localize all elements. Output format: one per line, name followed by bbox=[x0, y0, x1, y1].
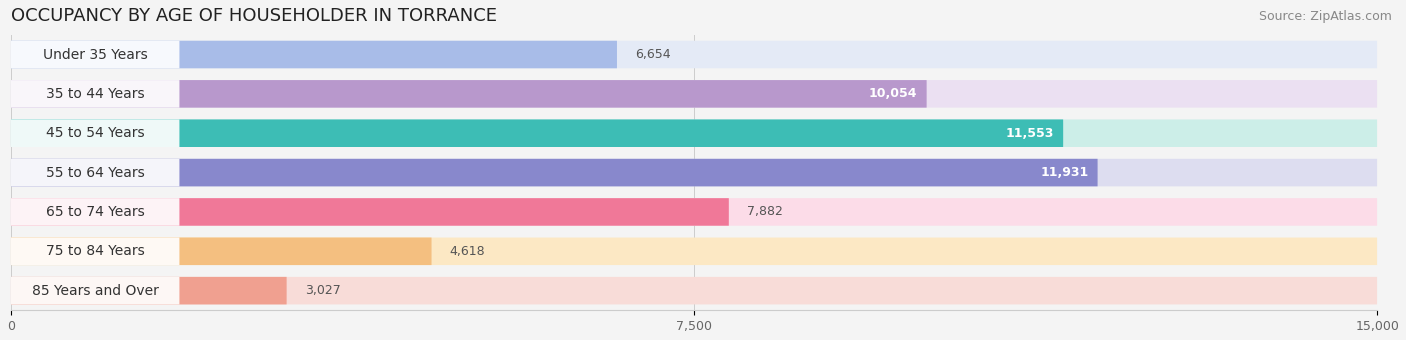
FancyBboxPatch shape bbox=[11, 159, 1098, 186]
Text: 55 to 64 Years: 55 to 64 Years bbox=[46, 166, 145, 180]
FancyBboxPatch shape bbox=[11, 198, 180, 226]
Text: 65 to 74 Years: 65 to 74 Years bbox=[46, 205, 145, 219]
Text: 3,027: 3,027 bbox=[305, 284, 340, 297]
FancyBboxPatch shape bbox=[11, 80, 927, 108]
FancyBboxPatch shape bbox=[11, 41, 1376, 68]
FancyBboxPatch shape bbox=[11, 41, 617, 68]
Text: 4,618: 4,618 bbox=[450, 245, 485, 258]
FancyBboxPatch shape bbox=[11, 80, 1376, 108]
FancyBboxPatch shape bbox=[11, 119, 180, 147]
FancyBboxPatch shape bbox=[11, 198, 728, 226]
FancyBboxPatch shape bbox=[11, 80, 180, 108]
FancyBboxPatch shape bbox=[11, 277, 287, 304]
Text: Source: ZipAtlas.com: Source: ZipAtlas.com bbox=[1258, 10, 1392, 23]
FancyBboxPatch shape bbox=[11, 277, 180, 304]
FancyBboxPatch shape bbox=[11, 238, 1376, 265]
Text: 45 to 54 Years: 45 to 54 Years bbox=[46, 126, 145, 140]
FancyBboxPatch shape bbox=[11, 41, 180, 68]
Text: 11,931: 11,931 bbox=[1040, 166, 1088, 179]
Text: Under 35 Years: Under 35 Years bbox=[42, 48, 148, 62]
FancyBboxPatch shape bbox=[11, 198, 1376, 226]
FancyBboxPatch shape bbox=[11, 119, 1376, 147]
Text: 75 to 84 Years: 75 to 84 Years bbox=[46, 244, 145, 258]
FancyBboxPatch shape bbox=[11, 238, 180, 265]
Text: 85 Years and Over: 85 Years and Over bbox=[32, 284, 159, 298]
Text: 7,882: 7,882 bbox=[747, 205, 783, 218]
Text: OCCUPANCY BY AGE OF HOUSEHOLDER IN TORRANCE: OCCUPANCY BY AGE OF HOUSEHOLDER IN TORRA… bbox=[11, 7, 496, 25]
Text: 35 to 44 Years: 35 to 44 Years bbox=[46, 87, 145, 101]
FancyBboxPatch shape bbox=[11, 277, 1376, 304]
FancyBboxPatch shape bbox=[11, 159, 1376, 186]
Text: 6,654: 6,654 bbox=[636, 48, 671, 61]
Text: 11,553: 11,553 bbox=[1005, 127, 1054, 140]
Text: 10,054: 10,054 bbox=[869, 87, 918, 100]
FancyBboxPatch shape bbox=[11, 159, 180, 186]
FancyBboxPatch shape bbox=[11, 119, 1063, 147]
FancyBboxPatch shape bbox=[11, 238, 432, 265]
